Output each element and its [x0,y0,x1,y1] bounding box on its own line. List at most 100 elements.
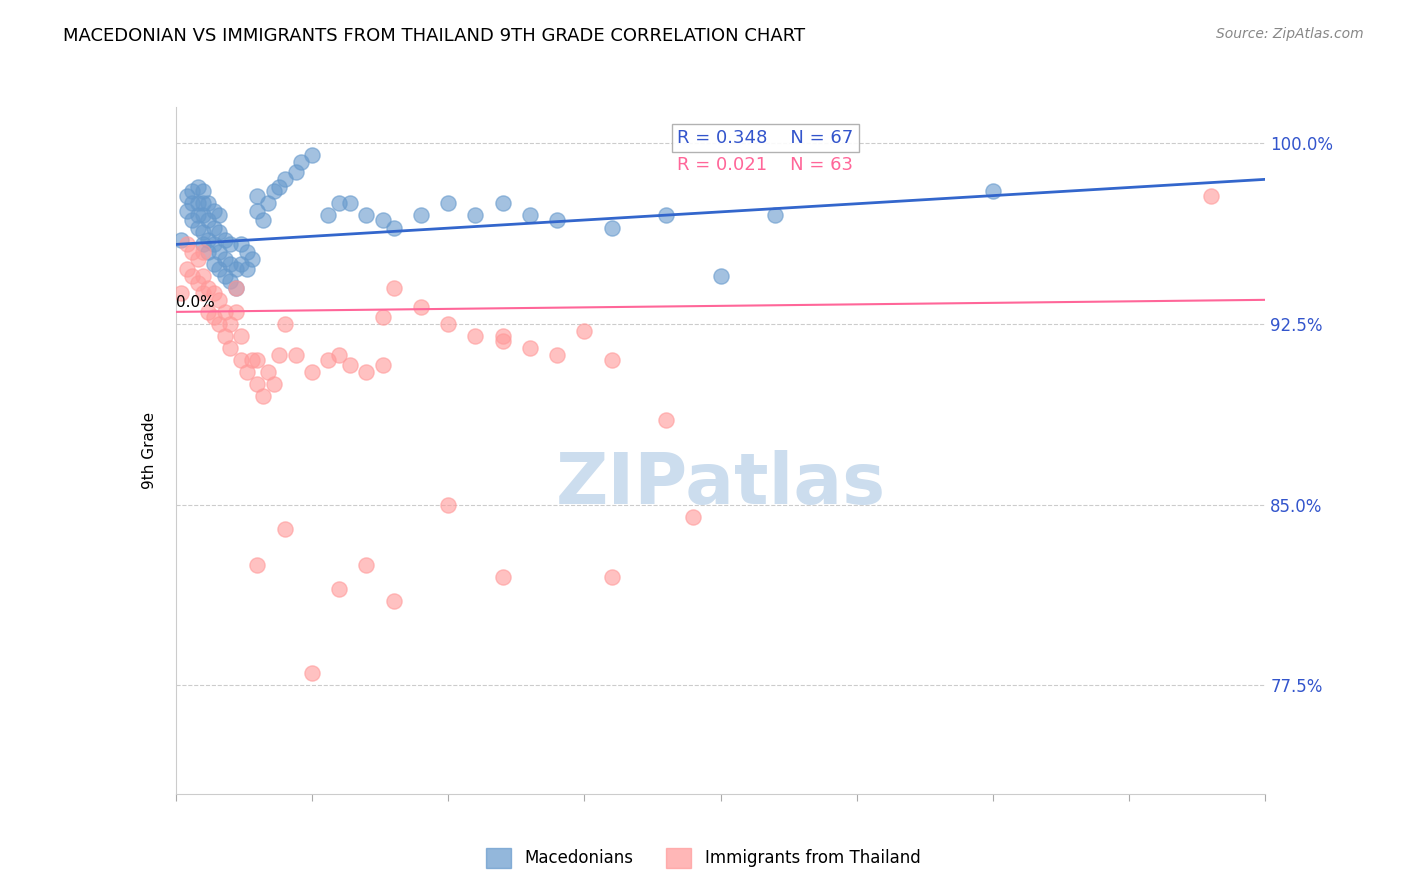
Point [257,365,280,379]
Point [231,353,253,368]
Point [208,293,231,307]
Point [382,220,405,235]
Point [246,203,269,218]
Point [464,329,486,343]
Point [202,310,225,324]
Point [208,317,231,331]
Point [318,209,340,223]
Point [763,209,786,223]
Point [191,209,214,223]
Point [409,300,432,314]
Point [197,213,219,227]
Point [214,233,236,247]
Point [382,594,405,608]
Point [240,353,263,368]
Point [181,185,204,199]
Point [252,389,274,403]
Point [231,257,253,271]
Point [682,509,704,524]
Point [371,213,394,227]
Point [225,261,247,276]
Text: ZIPatlas: ZIPatlas [555,450,886,519]
Point [214,329,236,343]
Point [225,305,247,319]
Point [181,268,204,283]
Point [181,196,204,211]
Point [290,155,312,169]
Point [176,203,198,218]
Point [274,522,297,536]
Point [356,209,378,223]
Point [339,196,361,211]
Point [219,317,242,331]
Point [284,348,307,362]
Point [231,237,253,252]
Point [176,261,198,276]
Point [202,203,225,218]
Point [600,570,623,584]
Point [328,196,350,211]
Point [202,285,225,300]
Point [186,209,209,223]
Point [246,558,269,572]
Point [186,276,209,290]
Text: Source: ZipAtlas.com: Source: ZipAtlas.com [1216,27,1364,41]
Point [202,237,225,252]
Point [257,196,280,211]
Y-axis label: 9th Grade: 9th Grade [142,412,157,489]
Point [274,317,297,331]
Point [186,196,209,211]
Point [214,252,236,266]
Point [219,274,242,288]
Point [328,348,350,362]
Point [176,189,198,203]
Point [219,341,242,355]
Point [600,353,623,368]
Point [382,281,405,295]
Point [225,281,247,295]
Point [191,237,214,252]
Point [546,213,568,227]
Point [655,209,678,223]
Text: MACEDONIAN VS IMMIGRANTS FROM THAILAND 9TH GRADE CORRELATION CHART: MACEDONIAN VS IMMIGRANTS FROM THAILAND 9… [63,27,806,45]
Point [356,365,378,379]
Point [191,185,214,199]
Text: R = 0.348    N = 67: R = 0.348 N = 67 [678,129,853,147]
Point [214,268,236,283]
Point [186,220,209,235]
Point [186,252,209,266]
Point [274,172,297,186]
Point [546,348,568,362]
Text: 0.0%: 0.0% [176,294,215,310]
Point [1199,189,1222,203]
Point [301,365,323,379]
Point [371,358,394,372]
Point [301,666,323,681]
Point [492,570,515,584]
Point [301,148,323,162]
Point [214,305,236,319]
Point [231,329,253,343]
Point [225,281,247,295]
Point [574,324,596,338]
Point [246,189,269,203]
Point [197,233,219,247]
Point [208,261,231,276]
Point [208,209,231,223]
Point [981,185,1004,199]
Point [246,353,269,368]
Point [202,257,225,271]
Point [437,196,460,211]
Point [252,213,274,227]
Point [710,268,733,283]
Point [219,237,242,252]
Point [437,498,460,512]
Point [240,252,263,266]
Point [208,225,231,239]
Point [284,165,307,179]
Point [356,558,378,572]
Point [269,348,291,362]
Point [191,196,214,211]
Point [170,285,193,300]
Point [235,244,257,259]
